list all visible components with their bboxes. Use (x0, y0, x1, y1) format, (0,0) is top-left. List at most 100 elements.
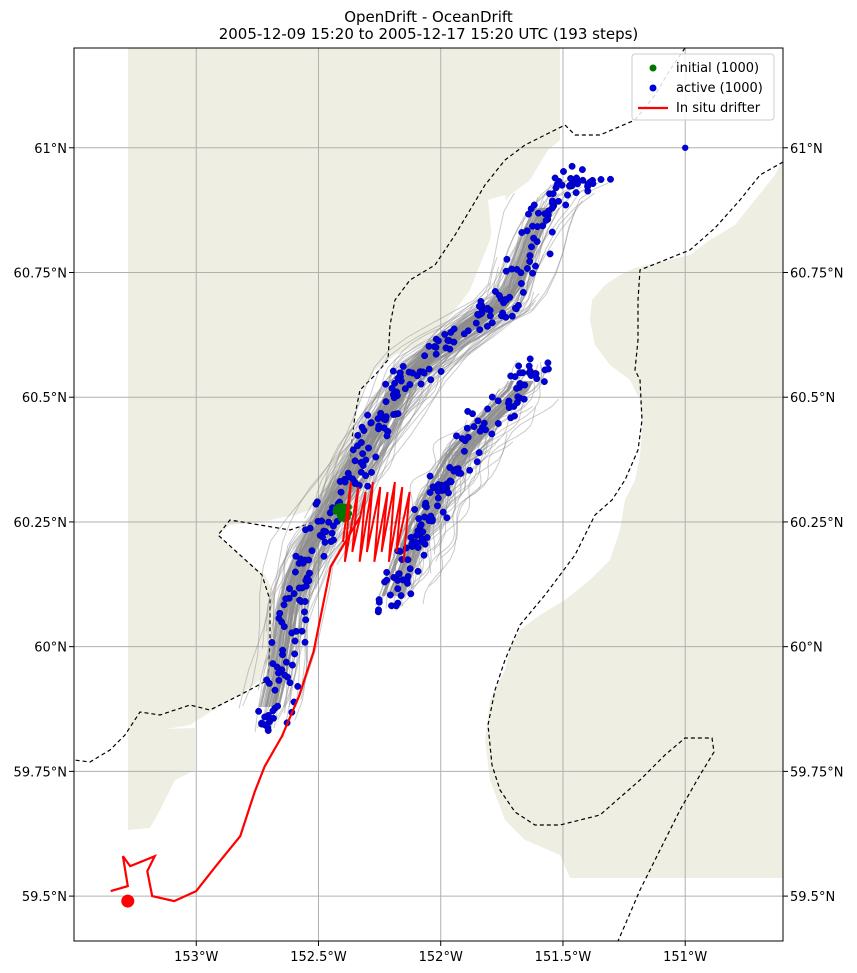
active-particle (511, 373, 519, 381)
particle-trajectory (441, 407, 537, 558)
active-particle (432, 343, 440, 351)
active-particle (548, 228, 556, 236)
x-tick-label: 152°W (419, 950, 463, 965)
active-particle (432, 350, 440, 358)
active-particle (412, 532, 420, 539)
active-particle (549, 190, 557, 198)
active-particle (383, 568, 391, 576)
active-particle (494, 420, 502, 427)
active-particle (425, 342, 433, 350)
active-particle (294, 682, 302, 690)
active-particle (473, 458, 481, 466)
particle-trajectory (391, 380, 523, 597)
active-particle (290, 590, 298, 598)
active-particle (282, 658, 290, 666)
active-particle (450, 338, 458, 346)
active-particle (302, 616, 310, 624)
active-particle (357, 439, 365, 446)
map-plot-area (74, 48, 783, 941)
y-tick-label-right: 61°N (790, 142, 823, 157)
active-particle (383, 432, 391, 440)
x-tick-label: 151.5°W (535, 950, 592, 965)
y-tick-label-left: 59.75°N (14, 765, 67, 780)
active-particle (286, 585, 293, 593)
active-particle (427, 376, 435, 384)
active-particle (271, 686, 279, 694)
active-particle (475, 449, 483, 457)
active-particle (518, 229, 526, 236)
active-particle (441, 330, 449, 338)
particle-trajectory (421, 365, 543, 535)
active-particle (526, 355, 534, 363)
active-particles (255, 144, 689, 734)
active-particle (474, 310, 482, 318)
active-particle (419, 538, 427, 546)
boundary-lines (74, 48, 783, 941)
y-tick-label-left: 61°N (34, 142, 67, 157)
particle-trajectory (326, 185, 590, 532)
legend-initial-marker (649, 64, 657, 72)
active-particle (544, 359, 552, 367)
active-particle (499, 309, 507, 317)
active-particle (405, 368, 413, 376)
active-particle (566, 182, 574, 189)
active-particle (544, 365, 552, 373)
active-particle (318, 517, 326, 525)
active-particle (298, 627, 306, 635)
active-particle (515, 362, 523, 370)
active-particle (480, 419, 488, 427)
active-particle (425, 365, 433, 373)
active-particle (394, 585, 402, 593)
active-particle (269, 660, 277, 668)
active-particle (414, 567, 422, 575)
particle-trajectory (238, 305, 473, 709)
drifter-layer (110, 481, 411, 908)
active-particle (474, 417, 482, 425)
active-particle (548, 197, 556, 205)
particle-trajectory (395, 435, 482, 611)
active-particle (421, 502, 429, 510)
active-particle (682, 144, 689, 151)
active-particle (392, 602, 400, 610)
legend-box (631, 53, 775, 121)
active-particle (270, 714, 277, 722)
active-particle (372, 453, 380, 461)
active-particle (382, 398, 390, 406)
drifter-track (110, 516, 361, 903)
legend-initial-label: initial (1000) (676, 61, 759, 76)
active-particle (404, 556, 412, 564)
active-particle (437, 368, 445, 375)
active-particle (532, 262, 539, 270)
plot-frame (73, 47, 784, 942)
active-particle (282, 595, 290, 603)
active-particle (349, 446, 357, 454)
active-particle (295, 584, 303, 592)
active-particle (367, 419, 375, 427)
active-particle (463, 424, 471, 432)
active-particle (488, 393, 496, 401)
active-particle (526, 258, 534, 265)
active-particle (357, 459, 365, 466)
active-particle (382, 416, 389, 424)
active-particle (476, 326, 484, 334)
active-particle (336, 478, 344, 485)
chart-title: OpenDrift - OceanDrift (344, 8, 513, 26)
active-particle (386, 591, 394, 599)
y-tick-label-right: 60.5°N (790, 391, 835, 406)
active-particle (534, 223, 541, 231)
active-particle (417, 521, 425, 529)
y-tick-label-left: 59.5°N (22, 890, 67, 905)
active-particle (320, 552, 328, 560)
active-particle (395, 570, 403, 578)
active-particle (275, 669, 282, 677)
particle-trajectory (305, 293, 540, 663)
active-particle (502, 267, 510, 275)
active-particle (391, 379, 399, 387)
active-particle (288, 661, 296, 669)
active-particle (573, 174, 580, 182)
active-particle (399, 362, 407, 370)
y-tick-label-left: 60°N (34, 641, 67, 656)
active-particle (564, 191, 571, 199)
active-particle (375, 606, 382, 614)
y-tick-label-left: 60.75°N (14, 266, 67, 281)
